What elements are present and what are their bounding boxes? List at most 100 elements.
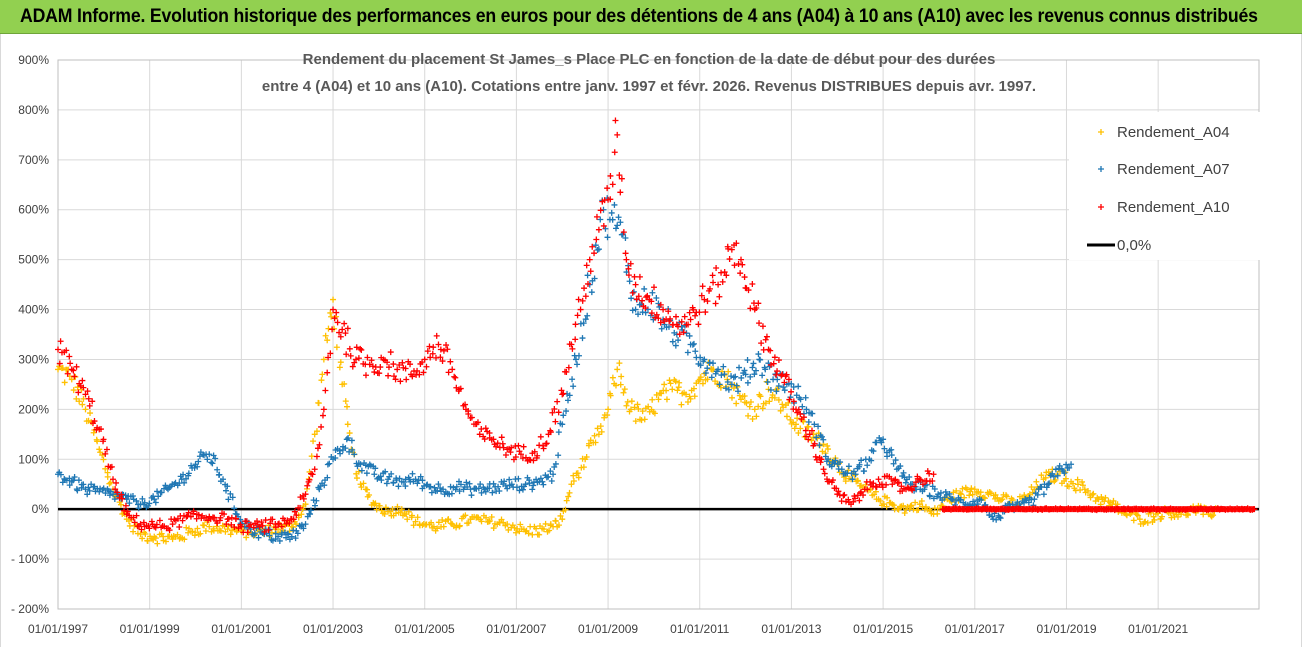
data-point (231, 524, 238, 531)
data-point (872, 488, 879, 495)
y-tick-label: 800% (18, 103, 49, 117)
data-point (430, 344, 437, 351)
data-point (547, 468, 554, 475)
data-point (1052, 476, 1059, 483)
data-point (627, 260, 634, 267)
data-point (785, 376, 792, 383)
data-point (214, 466, 221, 473)
data-point (579, 297, 586, 304)
data-point (597, 207, 604, 214)
data-point (141, 499, 148, 506)
data-point (113, 479, 120, 486)
data-point (692, 348, 699, 355)
data-point (1056, 462, 1063, 469)
data-point (555, 409, 562, 416)
data-point (1250, 506, 1257, 513)
data-point (738, 374, 745, 381)
data-point (79, 401, 86, 408)
data-point (726, 256, 733, 263)
data-point (570, 478, 577, 485)
data-point (623, 269, 630, 276)
data-point (695, 378, 702, 385)
data-point (447, 483, 454, 490)
data-point (202, 527, 209, 534)
data-point (1107, 499, 1114, 506)
data-point (557, 512, 564, 519)
data-point (227, 490, 234, 497)
data-point (1066, 464, 1073, 471)
data-point (702, 369, 709, 376)
data-point (222, 528, 229, 535)
data-point (329, 326, 336, 333)
data-point (876, 434, 883, 441)
data-point (364, 354, 371, 361)
data-point (235, 525, 242, 532)
data-point (808, 437, 815, 444)
data-point (276, 520, 283, 527)
data-point (931, 486, 938, 493)
data-point (344, 403, 351, 410)
data-point (537, 433, 544, 440)
data-point (190, 508, 197, 515)
data-point (142, 531, 149, 538)
data-point (456, 488, 463, 495)
data-point (278, 523, 285, 530)
data-point (225, 515, 232, 522)
data-point (478, 518, 485, 525)
data-point (409, 512, 416, 519)
data-point (953, 497, 960, 504)
data-point (681, 313, 688, 320)
data-point (70, 367, 77, 374)
data-point (402, 483, 409, 490)
data-point (552, 460, 559, 467)
data-point (410, 478, 417, 485)
data-point (419, 359, 426, 366)
data-point (250, 524, 257, 531)
data-point (130, 514, 137, 521)
data-point (755, 300, 762, 307)
data-point (102, 465, 109, 472)
data-point (468, 492, 475, 499)
data-point (614, 222, 621, 229)
data-point (278, 530, 285, 537)
data-point (414, 367, 421, 374)
data-point (747, 305, 754, 312)
data-point (86, 402, 93, 409)
data-point (977, 489, 984, 496)
data-point (530, 482, 537, 489)
data-point (57, 338, 64, 345)
data-point (588, 289, 595, 296)
data-point (695, 321, 702, 328)
data-point (746, 403, 753, 410)
data-point (405, 508, 412, 515)
data-point (612, 225, 619, 232)
data-point (755, 403, 762, 410)
data-point (609, 374, 616, 381)
data-point (259, 522, 266, 529)
data-point (739, 261, 746, 268)
data-point (121, 507, 128, 514)
data-point (355, 468, 362, 475)
data-point (635, 405, 642, 412)
data-point (300, 495, 307, 502)
data-point (706, 285, 713, 292)
legend-label-a07: Rendement_A07 (1117, 161, 1230, 178)
data-point (802, 427, 809, 434)
data-point (608, 209, 615, 216)
data-point (223, 521, 230, 528)
data-point (392, 510, 399, 517)
data-point (337, 333, 344, 340)
data-point (812, 453, 819, 460)
data-point (575, 352, 582, 359)
data-point (686, 332, 693, 339)
data-point (434, 525, 441, 532)
data-point (1050, 473, 1057, 480)
data-point (63, 347, 70, 354)
data-point (353, 344, 360, 351)
data-point (66, 475, 73, 482)
data-point (478, 426, 485, 433)
data-point (806, 431, 813, 438)
y-tick-label: 400% (18, 303, 49, 317)
data-point (1062, 475, 1069, 482)
data-point (437, 484, 444, 491)
